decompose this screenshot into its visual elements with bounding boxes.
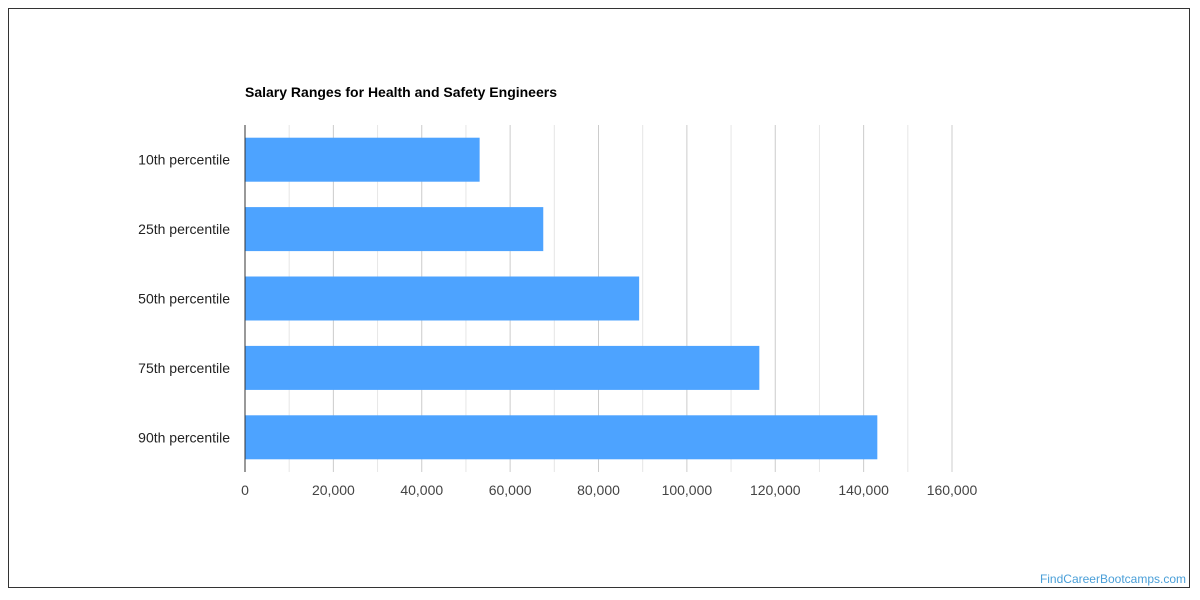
watermark-link[interactable]: FindCareerBootcamps.com: [1039, 572, 1186, 586]
chart-title: Salary Ranges for Health and Safety Engi…: [245, 84, 557, 100]
x-tick-label: 120,000: [750, 482, 801, 498]
category-label: 10th percentile: [138, 152, 230, 168]
x-tick-label: 60,000: [489, 482, 532, 498]
bar-4: [245, 345, 760, 390]
x-tick-label: 140,000: [838, 482, 889, 498]
bar-5: [245, 415, 878, 460]
bar-3: [245, 276, 640, 321]
x-tick-label: 20,000: [312, 482, 355, 498]
bar-2: [245, 207, 544, 252]
x-tick-label: 80,000: [577, 482, 620, 498]
category-label: 50th percentile: [138, 291, 230, 307]
bar-1: [245, 137, 480, 182]
x-tick-label: 0: [241, 482, 249, 498]
x-tick-label: 160,000: [927, 482, 978, 498]
category-label: 75th percentile: [138, 360, 230, 376]
x-tick-label: 40,000: [400, 482, 443, 498]
category-label: 90th percentile: [138, 429, 230, 445]
category-label: 25th percentile: [138, 221, 230, 237]
x-tick-label: 100,000: [662, 482, 713, 498]
